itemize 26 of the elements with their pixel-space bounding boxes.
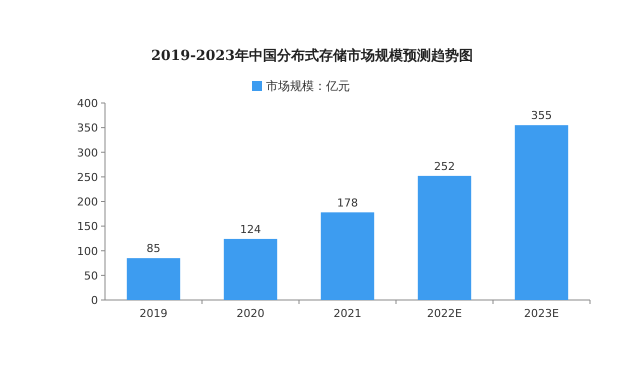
y-tick-label: 0 xyxy=(91,294,98,307)
data-label: 178 xyxy=(337,196,358,210)
bar xyxy=(320,212,374,300)
x-tick-label: 2021 xyxy=(334,307,362,320)
y-tick-label: 200 xyxy=(77,196,98,208)
y-tick-label: 100 xyxy=(77,244,98,258)
y-tick-label: 50 xyxy=(84,269,98,282)
y-tick-label: 150 xyxy=(77,220,98,234)
y-tick-label: 300 xyxy=(77,146,98,160)
bar xyxy=(126,258,180,300)
bar xyxy=(514,125,568,300)
legend: 市场规模：亿元 xyxy=(252,79,350,93)
x-tick-label: 2022E xyxy=(427,307,462,320)
data-label: 252 xyxy=(434,160,455,173)
y-tick-label: 400 xyxy=(77,97,98,110)
data-label: 355 xyxy=(531,109,552,122)
x-tick-label: 2020 xyxy=(236,307,264,320)
y-tick-label: 350 xyxy=(77,122,98,135)
chart-title: 2019-2023年中国分布式存储市场规模预测趋势图 xyxy=(151,47,473,64)
bar xyxy=(418,176,472,300)
y-tick-label: 250 xyxy=(77,170,98,184)
x-tick-label: 2019 xyxy=(140,307,168,320)
data-label: 124 xyxy=(240,222,261,236)
bar xyxy=(224,238,278,300)
data-label: 85 xyxy=(146,242,160,256)
x-tick-label: 2023E xyxy=(524,307,560,320)
